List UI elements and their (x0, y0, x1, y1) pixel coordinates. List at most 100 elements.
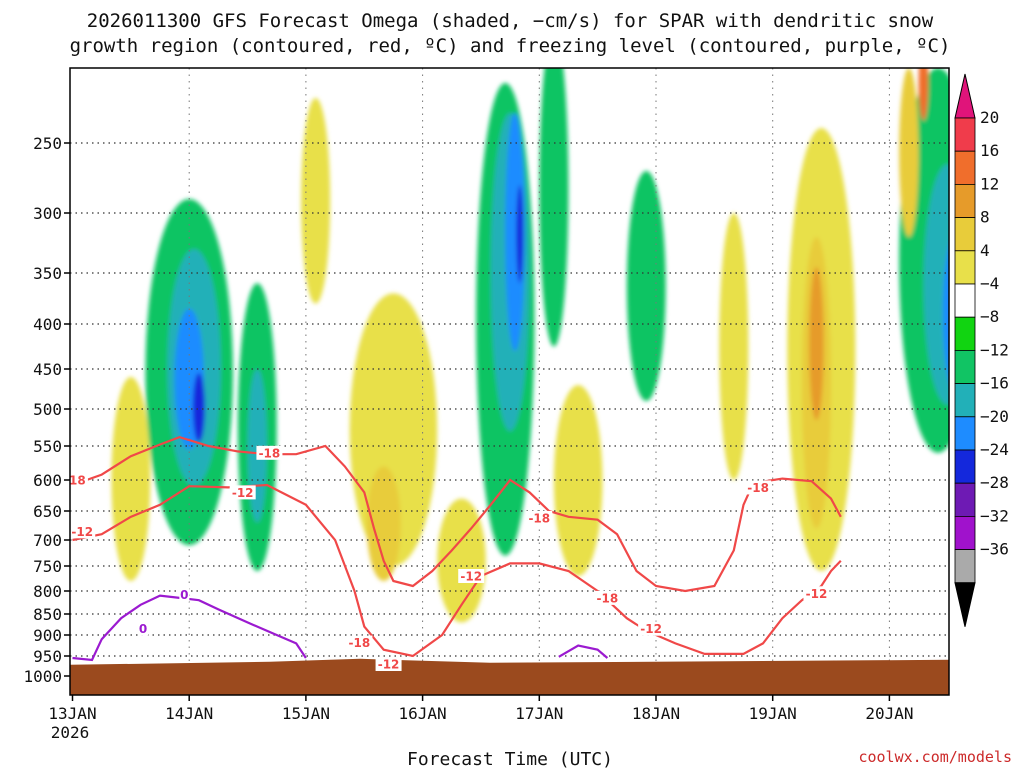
dgz-contour-label-0: -18 (64, 474, 86, 488)
dgz-contour-label-9-bg (638, 621, 665, 636)
colorbar-swatch-10 (954, 449, 976, 484)
dgz-contour-label-4: -18 (349, 636, 371, 650)
omega-patch-24 (111, 377, 151, 581)
dgz-contour-label-7-bg (458, 569, 485, 583)
colorbar-bottom-arrow (954, 582, 976, 627)
omega-patch-10 (539, 68, 569, 347)
dgz-contour-label-7: -12 (460, 570, 482, 584)
dgz-contour-label-4-bg (346, 635, 373, 650)
dgz-contour-minus18 (72, 435, 842, 593)
omega-patch-14 (942, 246, 949, 382)
colorbar-swatch-12 (954, 516, 976, 551)
dgz-contour-label-0-bg (70, 473, 88, 487)
colorbar-swatch-9 (954, 416, 976, 451)
colorbar-swatch-6 (954, 316, 976, 351)
colorbar-label-0: 20 (980, 108, 999, 127)
y-tick-label-450: 450 (33, 360, 62, 379)
dgz-contour-label-1: -12 (71, 525, 93, 539)
credit-text: coolwx.com/models (858, 748, 1012, 766)
x-tick-label-19JAN: 19JAN (749, 704, 797, 723)
y-tick-label-500: 500 (33, 400, 62, 419)
x-axis: 13JAN 14JAN 15JAN 16JAN 17JAN 18JAN 19JAN 20JAN (48, 695, 913, 723)
omega-patch-23 (918, 68, 929, 121)
colorbar-top-arrow (954, 73, 976, 119)
y-tick-label-600: 600 (33, 471, 62, 490)
colorbar-swatch-0 (954, 117, 976, 152)
omega-patch-18 (437, 498, 486, 623)
omega-patch-3 (192, 373, 206, 443)
dgz-contour-label-6: -18 (528, 511, 550, 525)
omega-patch-13 (923, 164, 949, 405)
dgz-contour-label-3: -12 (232, 486, 254, 500)
colorbar-label-10: −24 (980, 440, 1009, 459)
ground-surface (70, 658, 949, 695)
colorbar-label-5: −4 (980, 274, 999, 293)
colorbar-swatch-13 (954, 549, 976, 584)
dgz-contour-label-9: -12 (640, 622, 662, 636)
y-tick-label-300: 300 (33, 204, 62, 223)
chart-title-line-2: growth region (contoured, red, ºC) and f… (70, 35, 951, 57)
ground-layer (70, 658, 949, 695)
y-tick-label-950: 950 (33, 647, 62, 666)
colorbar-label-13: −36 (980, 540, 1009, 559)
y-tick-label-650: 650 (33, 502, 62, 521)
x-tick-label-17JAN: 17JAN (515, 704, 563, 723)
x-tick-label-20JAN: 20JAN (865, 704, 913, 723)
colorbar-swatch-11 (954, 482, 976, 517)
y-tick-label-550: 550 (33, 437, 62, 456)
x-tick-label-13JAN: 13JAN (48, 704, 96, 723)
x-tick-label-16JAN: 16JAN (399, 704, 447, 723)
colorbar-label-7: −12 (980, 340, 1009, 359)
colorbar-label-6: −8 (980, 307, 999, 326)
colorbar-swatch-2 (954, 183, 976, 218)
colorbar-label-3: 8 (980, 208, 990, 227)
y-tick-label-350: 350 (33, 264, 62, 283)
dgz-contour-label-11-bg (803, 586, 830, 601)
plot-frame (69, 67, 950, 696)
colorbar-swatch-7 (954, 349, 976, 384)
x-axis-label: Forecast Time (UTC) (407, 749, 613, 768)
freezing-level-contour-2 (558, 644, 609, 659)
y-tick-label-700: 700 (33, 531, 62, 550)
x-tick-label-14JAN: 14JAN (165, 704, 213, 723)
y-tick-label-750: 750 (33, 557, 62, 576)
colorbar-label-9: −20 (980, 407, 1009, 426)
dgz-contour-label-1-bg (70, 524, 96, 539)
y-axis: 250 300 350 400 450 500 550 600 650 700 750 800 850 9… (23, 134, 70, 686)
dgz-contour-label-10-bg (745, 480, 772, 495)
dgz-contour-label-5-bg (375, 657, 402, 671)
freezing-contour-label-0-bg (179, 587, 190, 602)
y-tick-label-400: 400 (33, 315, 62, 334)
x-tick-label-15JAN: 15JAN (282, 704, 330, 723)
colorbar-label-11: −28 (980, 473, 1009, 492)
contour-layer: -18 -12 -18 -12 -18 -12 -18 -12 -18 -12 -18 -12 0 0 (64, 435, 842, 672)
chart-title-line-1: 2026011300 GFS Forecast Omega (shaded, −… (87, 10, 934, 32)
omega-patch-11 (626, 171, 666, 401)
freezing-contour-label-1-bg (138, 621, 149, 636)
freezing-contour-label-1: 0 (139, 622, 147, 636)
x-axis-year: 2026 (51, 723, 90, 742)
omega-patch-8 (505, 113, 525, 351)
colorbar-swatch-1 (954, 150, 976, 185)
colorbar-label-2: 12 (980, 174, 999, 193)
dgz-contour-label-10: -18 (747, 481, 769, 495)
dgz-contour-label-3-bg (229, 485, 256, 500)
colorbar-swatch-5 (954, 283, 976, 318)
colorbar-label-12: −32 (980, 506, 1009, 525)
omega-patch-25 (301, 98, 331, 304)
colorbar-swatch-3 (954, 217, 976, 252)
omega-patch-26 (553, 385, 603, 576)
y-tick-label-250: 250 (33, 134, 62, 153)
omega-patch-21 (809, 267, 824, 421)
colorbar-label-4: 4 (980, 241, 990, 260)
dgz-contour-label-2: -18 (259, 446, 281, 460)
dgz-contour-label-5: -12 (378, 658, 400, 672)
y-tick-label-1000: 1000 (23, 667, 62, 686)
dgz-contour-label-11: -12 (806, 587, 828, 601)
omega-patch-9 (516, 185, 524, 284)
y-tick-label-900: 900 (33, 626, 62, 645)
y-tick-label-850: 850 (33, 605, 62, 624)
plot-area: -18 -12 -18 -12 -18 -12 -18 -12 -18 -12 -18 -12 0 0 (64, 68, 949, 695)
dgz-contour-label-6-bg (526, 510, 553, 525)
